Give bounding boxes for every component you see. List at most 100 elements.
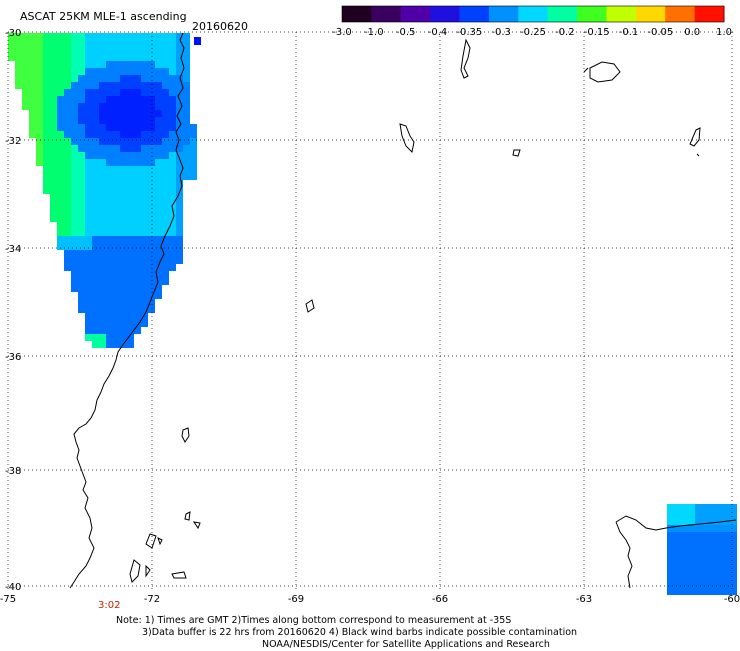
swath-cell (78, 257, 85, 264)
swath-cell (29, 89, 36, 96)
swath-cell (57, 236, 64, 243)
swath-cell (162, 264, 169, 271)
swath-cell (29, 96, 36, 103)
swath-cell (92, 222, 99, 229)
swath-cell (43, 61, 50, 68)
swath-cell (674, 511, 681, 518)
swath-cell (667, 532, 674, 539)
swath-cell (162, 117, 169, 124)
swath-cell (695, 532, 702, 539)
swath-cell (71, 229, 78, 236)
swath-cell (702, 546, 709, 553)
latitude-labels: -30 -32 -34 -36 -38 -40 (5, 28, 21, 593)
latitude-label: -36 (5, 352, 21, 363)
swath-cell (723, 553, 730, 560)
data-swath (8, 33, 201, 348)
swath-cell (106, 327, 113, 334)
swath-cell (113, 68, 120, 75)
swath-cell (22, 61, 29, 68)
swath-cell (169, 47, 176, 54)
swath-cell (702, 560, 709, 567)
swath-cell (127, 75, 134, 82)
swath-cell (667, 525, 674, 532)
swath-cell (113, 187, 120, 194)
swath-cell (92, 187, 99, 194)
swath-cell (113, 194, 120, 201)
swath-cell (106, 229, 113, 236)
swath-cell (85, 152, 92, 159)
colorbar-label: -0.15 (584, 27, 610, 38)
swath-cell (148, 306, 155, 313)
swath-cell (78, 292, 85, 299)
swath-cell (106, 82, 113, 89)
swath-cell (78, 187, 85, 194)
swath-cell (43, 54, 50, 61)
swath-cell (106, 285, 113, 292)
swath-cell (78, 124, 85, 131)
swath-cell (702, 504, 709, 511)
swath-cell (120, 327, 127, 334)
swath-cell (15, 61, 22, 68)
swath-cell (64, 201, 71, 208)
swath-cell (57, 117, 64, 124)
swath-cell (134, 89, 141, 96)
swath-cell (92, 229, 99, 236)
swath-cell (106, 47, 113, 54)
map-title: ASCAT 25KM MLE-1 ascending (20, 10, 187, 23)
swath-cell (176, 82, 183, 89)
swath-cell (169, 152, 176, 159)
swath-cell (127, 159, 134, 166)
swath-cell (681, 581, 688, 588)
swath-cell (113, 138, 120, 145)
swath-cell (64, 215, 71, 222)
swath-cell (50, 47, 57, 54)
swath-cell (162, 236, 169, 243)
swath-cell (134, 75, 141, 82)
swath-cell (148, 271, 155, 278)
swath-cell (85, 313, 92, 320)
swath-cell (148, 264, 155, 271)
swath-cell (723, 539, 730, 546)
swath-cell (148, 292, 155, 299)
swath-cell (43, 96, 50, 103)
swath-cell (50, 68, 57, 75)
swath-cell (176, 222, 183, 229)
swath-cell (169, 180, 176, 187)
swath-cell (148, 236, 155, 243)
swath-cell (99, 341, 106, 348)
swath-cell (113, 145, 120, 152)
swath-cell (120, 159, 127, 166)
swath-cell (71, 285, 78, 292)
swath-cell (106, 138, 113, 145)
swath-cell (702, 553, 709, 560)
swath-cell (50, 145, 57, 152)
swath-cell (120, 54, 127, 61)
swath-cell (148, 54, 155, 61)
swath-cell (141, 264, 148, 271)
swath-cell (183, 117, 190, 124)
swath-cell (78, 61, 85, 68)
swath-cell (674, 546, 681, 553)
swath-cell (723, 525, 730, 532)
swath-cell (716, 504, 723, 511)
swath-cell (162, 201, 169, 208)
swath-cell (702, 574, 709, 581)
swath-cell (688, 518, 695, 525)
swath-cell (57, 180, 64, 187)
swath-cell (169, 222, 176, 229)
swath-cell (716, 553, 723, 560)
swath-cell (92, 124, 99, 131)
swath-cell (176, 208, 183, 215)
swath-cell (148, 159, 155, 166)
swath-cell (134, 201, 141, 208)
swath-cell (43, 131, 50, 138)
swath-cell (183, 110, 190, 117)
swath-cell (155, 110, 162, 117)
island-1 (181, 427, 190, 443)
swath-cell (134, 131, 141, 138)
swath-cell (113, 173, 120, 180)
swath-cell (15, 68, 22, 75)
swath-cell (106, 208, 113, 215)
swath-cell (695, 567, 702, 574)
swath-cell (134, 68, 141, 75)
